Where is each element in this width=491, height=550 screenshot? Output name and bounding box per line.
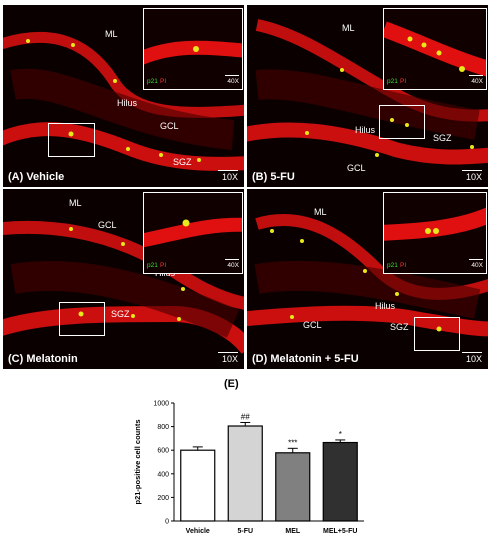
x-category-label: MEL xyxy=(285,528,301,535)
inset-40x: p21 PI 40X xyxy=(143,192,243,274)
y-axis-label: p21-positive cell counts xyxy=(133,419,142,504)
stain-pi-label: PI xyxy=(400,78,407,85)
stain-p21-label: p21 xyxy=(147,78,158,85)
bar-chart: p21-positive cell counts 0 200 400 600 800 100… xyxy=(133,401,364,535)
panel-d-micrograph xyxy=(247,214,488,337)
magnification: 10X xyxy=(465,172,482,182)
x-category-label: 5-FU xyxy=(237,528,253,535)
scale-bar xyxy=(218,352,238,353)
panel-a-micrograph xyxy=(3,31,244,171)
zoom-box xyxy=(414,317,460,351)
inset-40x: p21 PI 40X xyxy=(383,192,487,274)
x-category-label: Vehicle xyxy=(186,528,210,535)
significance-marker: * xyxy=(339,430,342,439)
panel-b-micrograph xyxy=(247,19,488,165)
inset-scale-bar xyxy=(469,259,483,260)
panel-b-5fu: ML Hilus GCL SGZ p21 PI 40X 10X (B) 5-FU xyxy=(247,5,488,187)
stain-p21-label: p21 xyxy=(387,78,398,85)
region-sgz: SGZ xyxy=(111,309,130,319)
region-gcl: GCL xyxy=(347,163,366,173)
bar-mel xyxy=(275,452,311,522)
region-gcl: GCL xyxy=(160,121,179,131)
inset-40x: p21 PI 40X xyxy=(143,8,243,90)
region-ml: ML xyxy=(69,198,82,208)
inset-scale-bar xyxy=(225,75,239,76)
inset-40x: p21 PI 40X xyxy=(383,8,487,90)
bar-vehicle xyxy=(180,449,216,522)
stain-p21-label: p21 xyxy=(147,262,158,269)
panel-caption: (C) Melatonin xyxy=(8,353,78,365)
panel-caption: (B) 5-FU xyxy=(252,171,295,183)
scale-bar xyxy=(462,352,482,353)
region-hilus: Hilus xyxy=(375,301,396,311)
zoom-box xyxy=(59,302,105,336)
region-sgz: SGZ xyxy=(433,133,452,143)
region-hilus: Hilus xyxy=(355,125,376,135)
magnification: 10X xyxy=(465,354,482,364)
region-ml: ML xyxy=(314,207,327,217)
inset-magnification: 40X xyxy=(227,78,239,85)
inset-scale-bar xyxy=(225,259,239,260)
inset-magnification: 40X xyxy=(471,262,483,269)
panel-caption: (A) Vehicle xyxy=(8,171,65,183)
stain-pi-label: PI xyxy=(400,262,407,269)
magnification: 10X xyxy=(221,354,238,364)
scale-bar xyxy=(218,170,238,171)
magnification: 10X xyxy=(221,172,238,182)
y-tick-label: 200 xyxy=(157,495,169,502)
region-sgz: SGZ xyxy=(390,322,409,332)
stain-pi-label: PI xyxy=(160,262,167,269)
region-hilus: Hilus xyxy=(117,98,138,108)
y-tick-label: 1000 xyxy=(153,401,169,408)
zoom-box xyxy=(48,123,95,157)
y-tick-label: 0 xyxy=(165,519,169,526)
inset-scale-bar xyxy=(469,75,483,76)
y-tick-label: 400 xyxy=(157,471,169,478)
chart-panel-label: (E) xyxy=(224,378,239,390)
region-gcl: GCL xyxy=(303,320,322,330)
scale-bar xyxy=(462,170,482,171)
inset-magnification: 40X xyxy=(227,262,239,269)
stain-pi-label: PI xyxy=(160,78,167,85)
region-ml: ML xyxy=(342,23,355,33)
panel-caption: (D) Melatonin + 5-FU xyxy=(252,353,359,365)
bar-5-fu xyxy=(227,425,263,522)
panel-d-melatonin-5fu: ML Hilus GCL SGZ p21 PI 40X 10X (D) Mela… xyxy=(247,189,488,369)
y-tick-label: 800 xyxy=(157,424,169,431)
panel-a-vehicle: ML Hilus GCL SGZ p21 PI 40X 10X (A) Vehi… xyxy=(3,5,244,187)
y-tick-label: 600 xyxy=(157,448,169,455)
significance-marker: ## xyxy=(241,412,250,421)
zoom-box xyxy=(379,105,425,139)
x-category-label: MEL+5-FU xyxy=(323,528,357,535)
region-sgz: SGZ xyxy=(173,157,192,167)
region-gcl: GCL xyxy=(98,220,117,230)
panel-c-melatonin: ML GCL Hilus SGZ p21 PI 40X 10X (C) Mela… xyxy=(3,189,244,369)
region-ml: ML xyxy=(105,29,118,39)
bar-mel-5-fu xyxy=(322,441,358,522)
significance-marker: *** xyxy=(288,438,297,447)
stain-p21-label: p21 xyxy=(387,262,398,269)
inset-magnification: 40X xyxy=(471,78,483,85)
